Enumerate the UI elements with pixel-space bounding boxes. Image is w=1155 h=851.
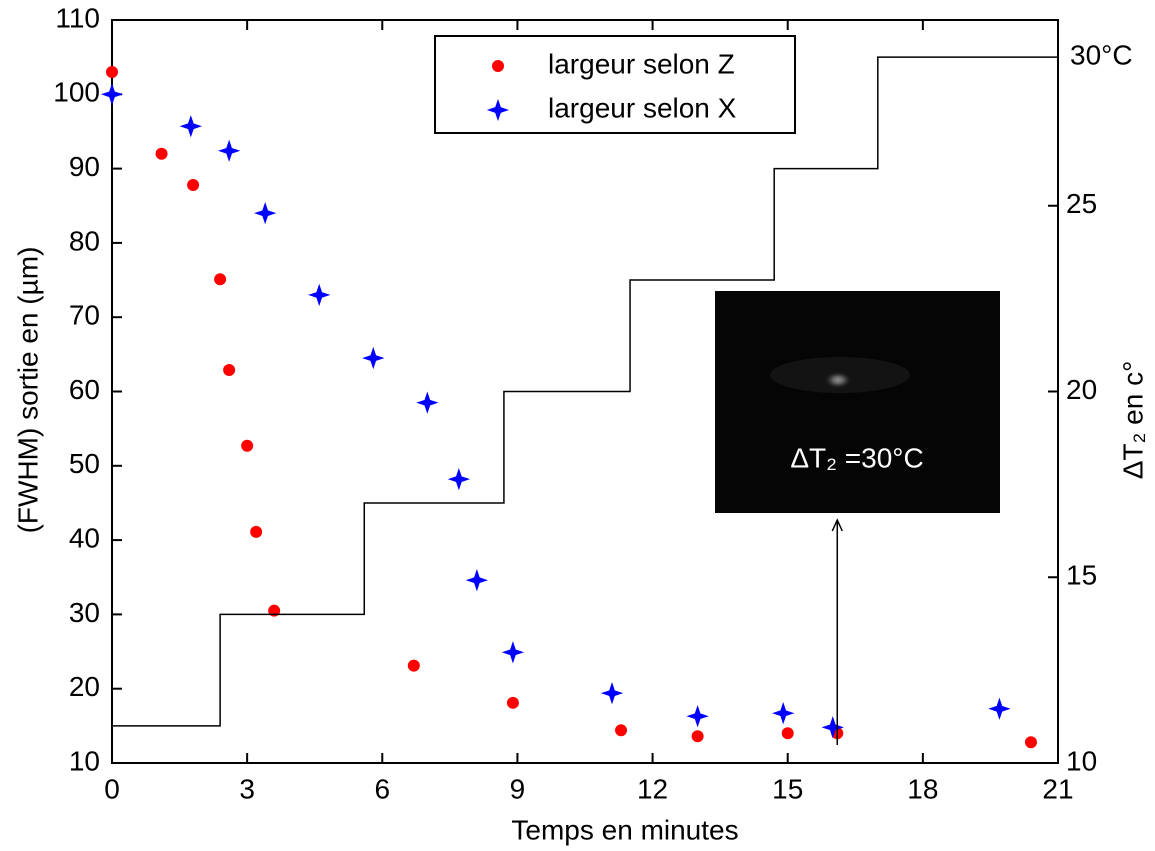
- data-point: [600, 681, 624, 705]
- step-end-label: 30°C: [1070, 40, 1133, 71]
- data-point: [362, 346, 385, 370]
- x-tick-label: 6: [374, 773, 390, 804]
- data-point: [1024, 736, 1037, 749]
- data-point: [253, 202, 277, 225]
- data-point: [465, 569, 489, 592]
- legend-label: largeur selon X: [548, 92, 737, 123]
- data-point: [781, 727, 794, 740]
- data-point: [772, 702, 795, 725]
- data-point: [241, 439, 254, 452]
- y-tick-label: 110: [55, 2, 100, 33]
- data-point: [223, 363, 236, 376]
- y-tick-label: 90: [69, 151, 100, 182]
- x-tick-label: 0: [104, 773, 120, 804]
- y2-tick-label: 20: [1066, 374, 1097, 405]
- data-point: [416, 391, 439, 414]
- data-point: [988, 697, 1011, 720]
- inset-arrowhead: [831, 518, 843, 532]
- x-tick-label: 12: [637, 773, 668, 804]
- y2-tick-label: 25: [1066, 188, 1097, 219]
- y-tick-label: 100: [53, 77, 100, 108]
- data-point: [501, 641, 525, 664]
- inset-label: ΔT₂ =30°C: [790, 442, 923, 473]
- data-point: [506, 696, 519, 709]
- data-point: [179, 115, 202, 138]
- y-tick-label: 50: [69, 448, 100, 479]
- inset-halo: [770, 357, 910, 393]
- y-tick-label: 60: [69, 374, 100, 405]
- legend-marker: [486, 98, 510, 122]
- y-tick-label: 20: [69, 671, 100, 702]
- data-point: [100, 83, 124, 106]
- data-point: [214, 273, 227, 286]
- data-point: [106, 66, 118, 79]
- legend-box: [434, 35, 796, 134]
- data-point: [217, 139, 241, 162]
- x-tick-label: 15: [772, 773, 803, 804]
- x-axis-label: Temps en minutes: [511, 814, 738, 845]
- data-point: [821, 716, 844, 739]
- y2-tick-label: 15: [1066, 560, 1097, 591]
- x-tick-label: 3: [239, 773, 255, 804]
- y2-tick-label: 10: [1066, 745, 1097, 776]
- y-axis-label: (FWHM) sortie en (µm): [12, 247, 43, 534]
- step-line: [112, 56, 1058, 727]
- data-point: [155, 147, 168, 160]
- y-tick-label: 40: [69, 522, 100, 553]
- y-tick-label: 80: [69, 225, 100, 256]
- x-tick-label: 9: [510, 773, 526, 804]
- legend-label: largeur selon Z: [548, 48, 735, 79]
- x-tick-label: 18: [907, 773, 938, 804]
- y-tick-label: 30: [69, 597, 100, 628]
- legend-marker: [492, 60, 504, 72]
- x-tick-label: 21: [1042, 773, 1073, 804]
- y-tick-label: 70: [69, 300, 100, 331]
- data-point: [447, 468, 471, 491]
- data-point: [686, 705, 709, 728]
- data-point: [250, 525, 263, 538]
- data-point: [691, 730, 704, 743]
- data-point: [615, 724, 628, 737]
- inset-image: [715, 291, 1000, 513]
- data-point: [308, 283, 331, 307]
- data-point: [407, 659, 420, 672]
- data-point: [187, 178, 200, 191]
- y2-axis-label: ΔT₂ en c°: [1117, 361, 1148, 480]
- y-tick-label: 10: [69, 745, 100, 776]
